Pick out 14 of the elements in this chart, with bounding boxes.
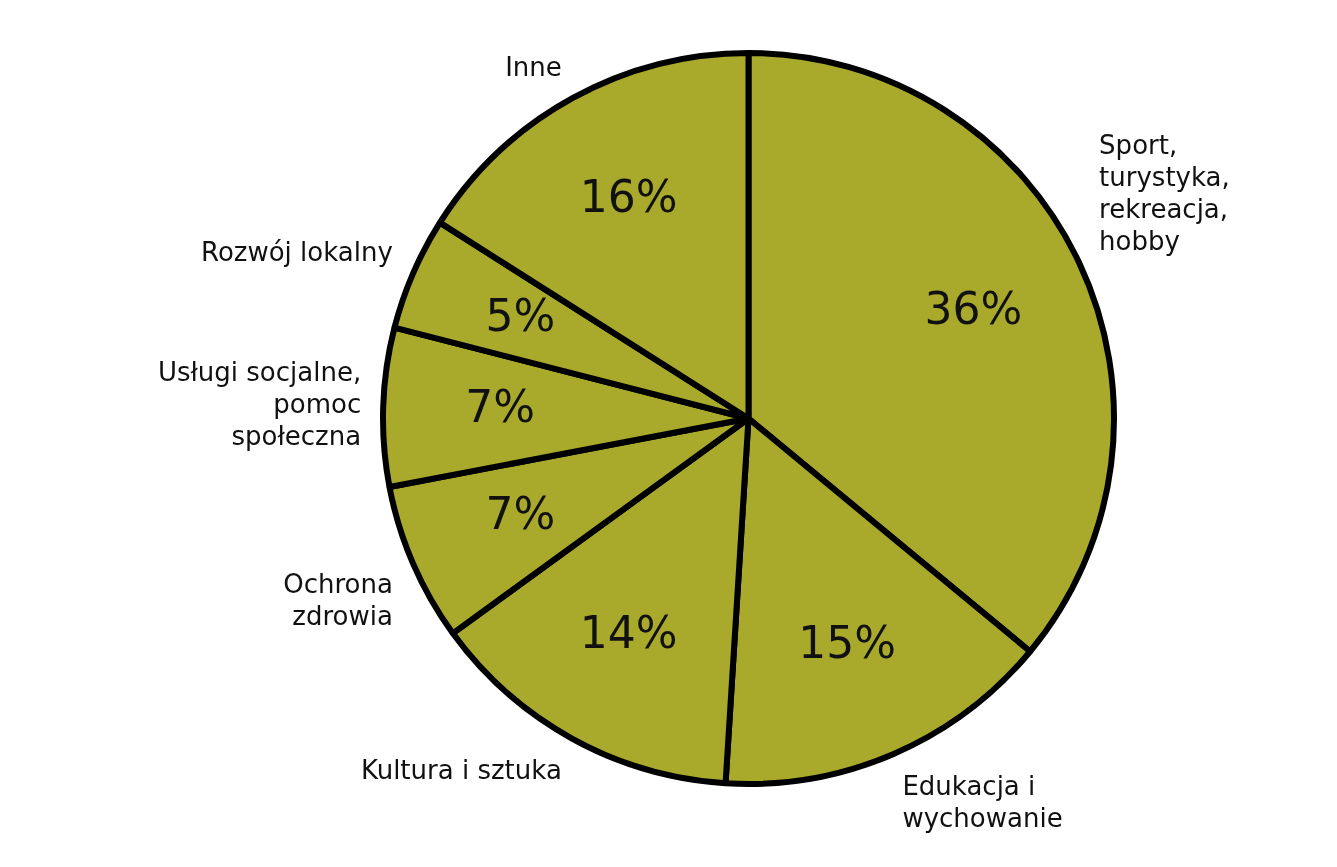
- slice-label: Rozwój lokalny: [201, 237, 393, 268]
- slice-label: Edukacja i wychowanie: [902, 770, 1063, 833]
- slice-label: Ochrona zdrowia: [283, 569, 393, 632]
- data-label: 36%: [924, 283, 1023, 335]
- slice-label: Kultura i sztuka: [360, 754, 562, 785]
- data-label: 15%: [798, 617, 897, 669]
- slice-label: Inne: [505, 51, 562, 82]
- data-label: 7%: [465, 381, 535, 433]
- slice-label: Usługi socjalne, pomoc społeczna: [157, 357, 362, 452]
- data-label: 5%: [485, 290, 556, 342]
- data-label: 7%: [485, 487, 556, 539]
- slice-label: Sport, turystyka, rekreacja, hobby: [1099, 130, 1230, 257]
- data-label: 16%: [579, 171, 678, 223]
- data-label: 14%: [579, 606, 678, 658]
